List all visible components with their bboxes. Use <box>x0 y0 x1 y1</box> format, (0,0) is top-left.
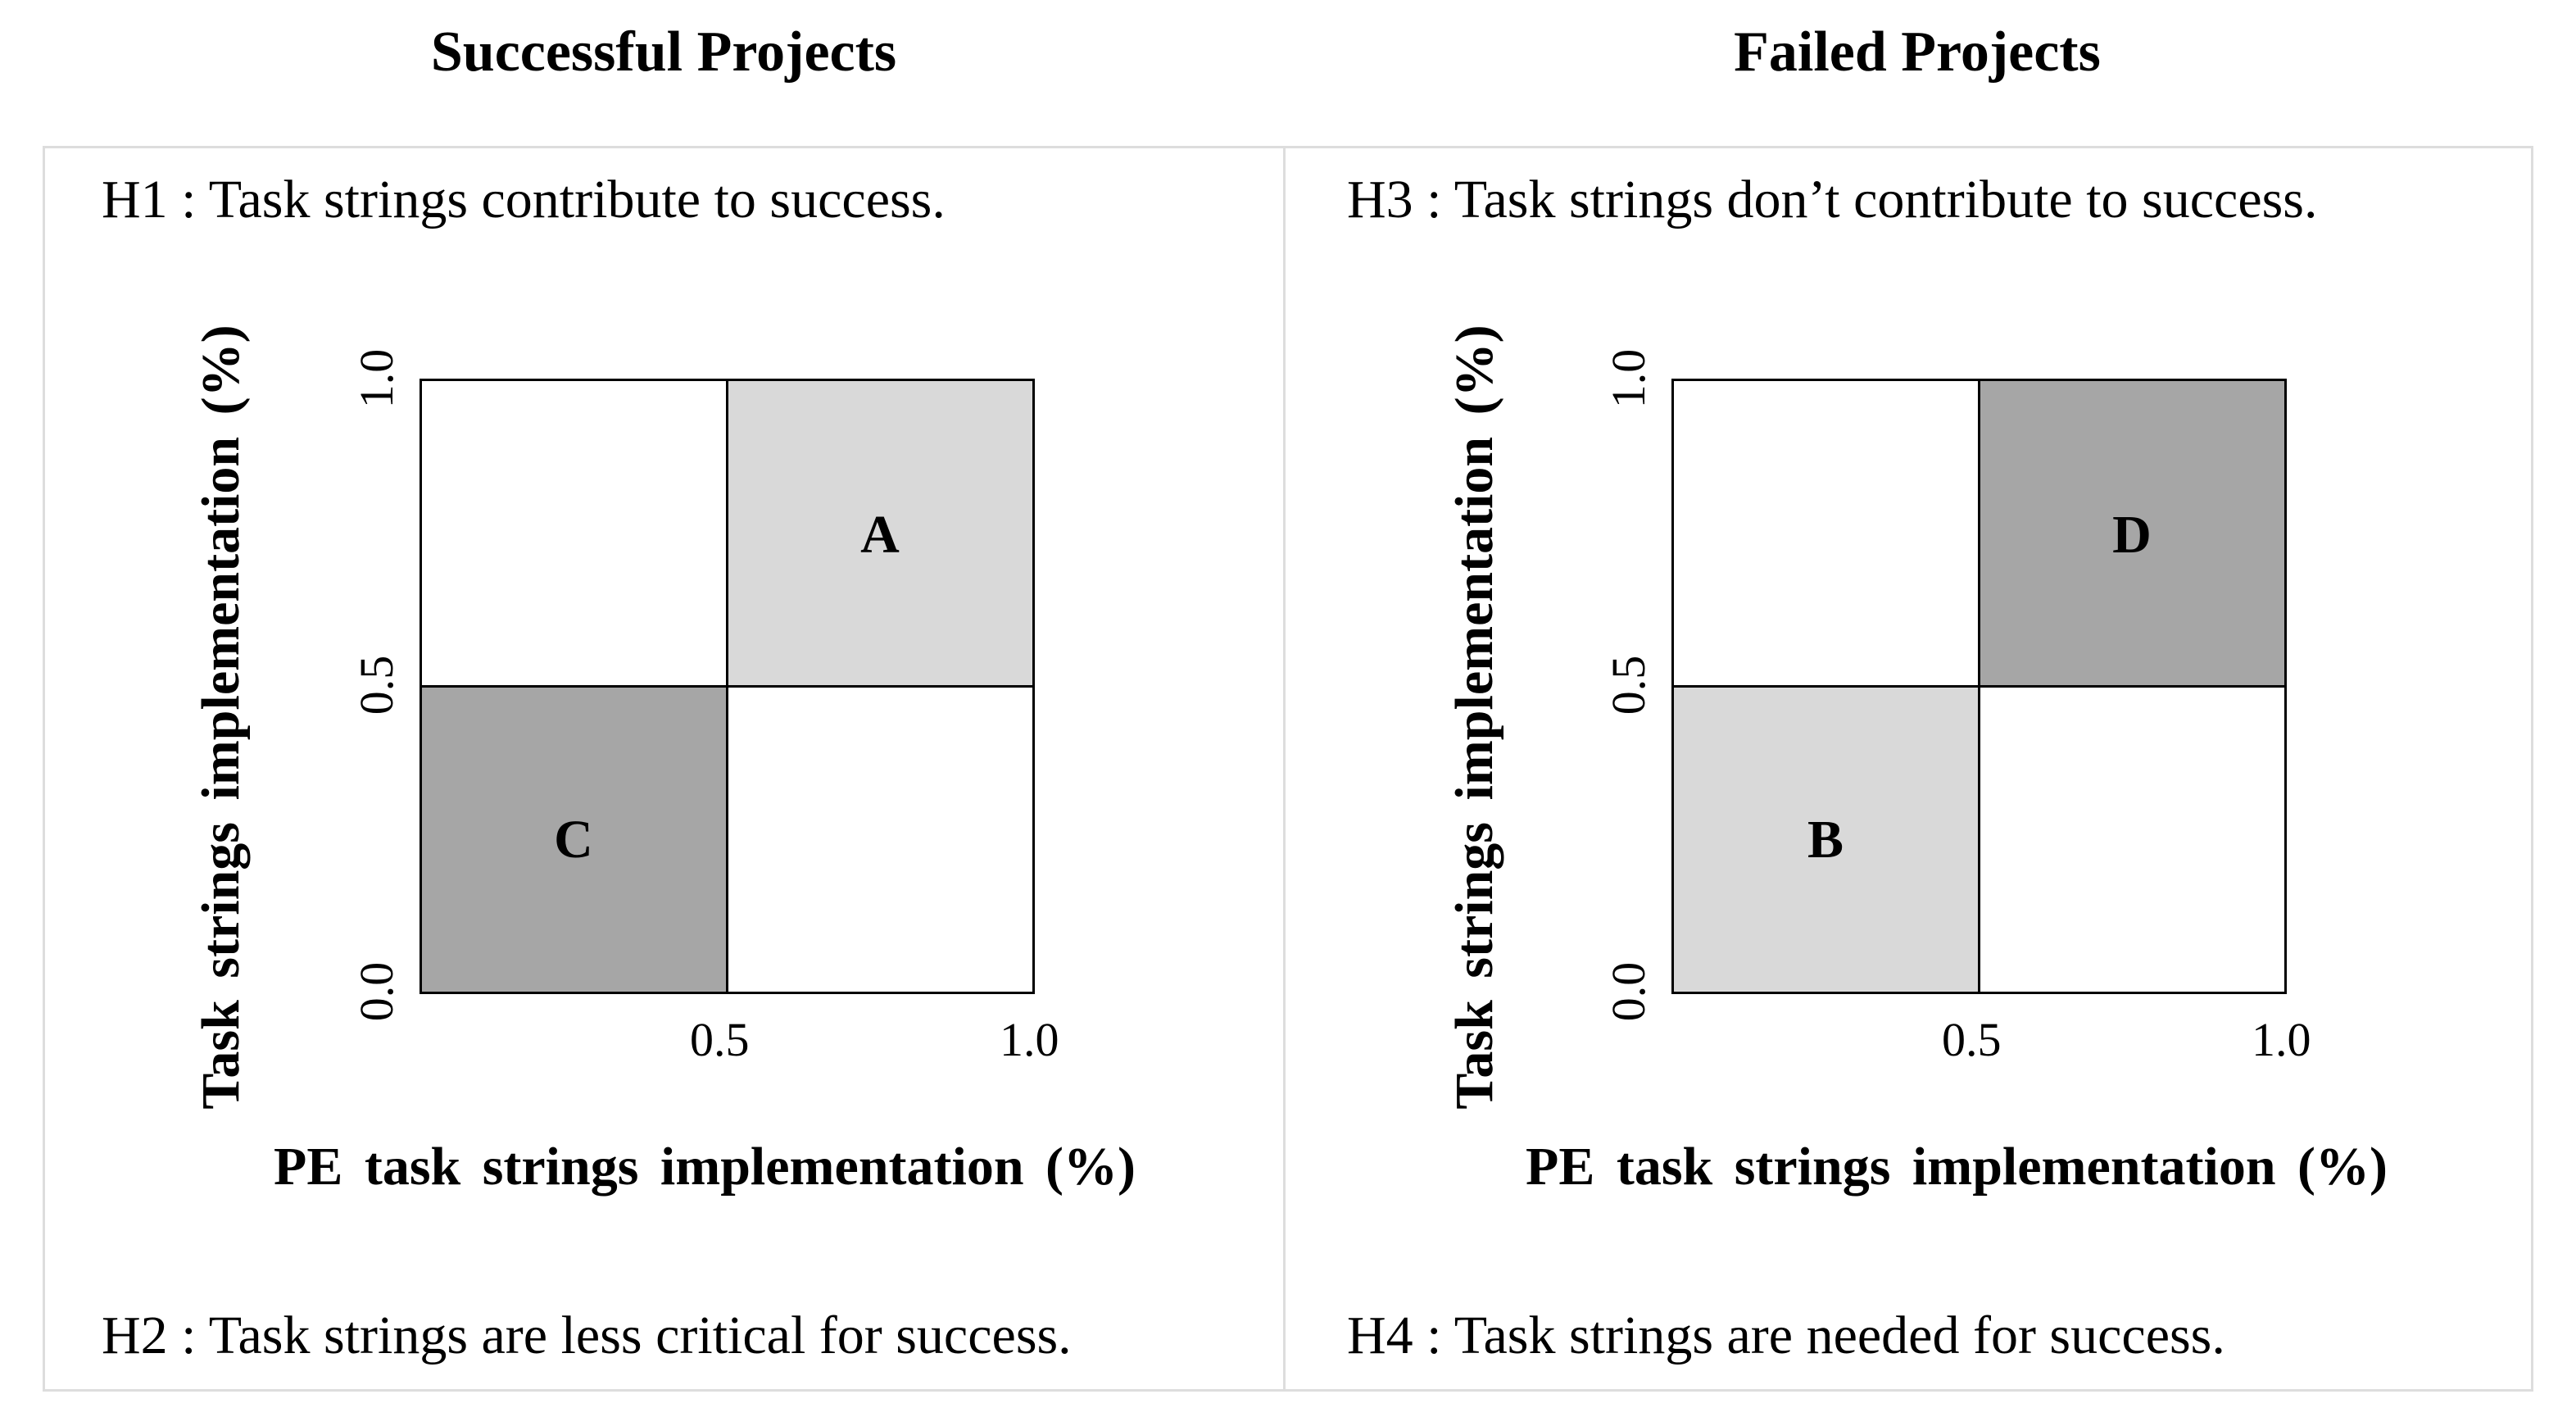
y-tick-1-0: 1.0 <box>1602 348 1655 409</box>
quadrant-bottom-right <box>726 685 1035 994</box>
y-tick-1-0: 1.0 <box>350 348 403 409</box>
quadrant-top-left <box>420 379 728 688</box>
quadrant-top-left <box>1671 379 1980 688</box>
hypothesis-h1: H1 : Task strings contribute to success. <box>102 170 946 229</box>
hypothesis-h2: H2 : Task strings are less critical for … <box>102 1306 1072 1365</box>
quadrant-label-d: D <box>2112 505 2152 565</box>
quadrant-d <box>1978 379 2287 688</box>
y-axis-label: Task strings implementation (%) <box>1444 325 1504 1110</box>
y-axis-label: Task strings implementation (%) <box>191 325 251 1110</box>
quadrant-a <box>726 379 1035 688</box>
x-tick-0-5: 0.5 <box>1942 1013 2002 1066</box>
x-tick-1-0: 1.0 <box>2252 1013 2311 1066</box>
y-tick-0-5: 0.5 <box>350 655 403 715</box>
y-tick-0-0: 0.0 <box>350 961 403 1022</box>
successful-projects-title: Successful Projects <box>430 20 897 84</box>
y-tick-0-5: 0.5 <box>1602 655 1655 715</box>
y-tick-0-0: 0.0 <box>1602 961 1655 1022</box>
diagram-frame <box>43 146 2533 1392</box>
x-axis-label: PE task strings implementation (%) <box>274 1137 1136 1197</box>
quadrant-label-c: C <box>554 810 593 870</box>
failed-projects-title: Failed Projects <box>1734 20 2101 84</box>
x-tick-1-0: 1.0 <box>1000 1013 1059 1066</box>
quadrant-bottom-right <box>1978 685 2287 994</box>
x-axis-label: PE task strings implementation (%) <box>1526 1137 2388 1197</box>
quadrant-b <box>1671 685 1980 994</box>
x-tick-0-5: 0.5 <box>690 1013 750 1066</box>
quadrant-label-a: A <box>860 505 900 565</box>
hypothesis-h3: H3 : Task strings don’t contribute to su… <box>1347 170 2318 229</box>
hypothesis-h4: H4 : Task strings are needed for success… <box>1347 1306 2225 1365</box>
panel-divider <box>1283 146 1286 1392</box>
quadrant-label-b: B <box>1807 810 1844 870</box>
